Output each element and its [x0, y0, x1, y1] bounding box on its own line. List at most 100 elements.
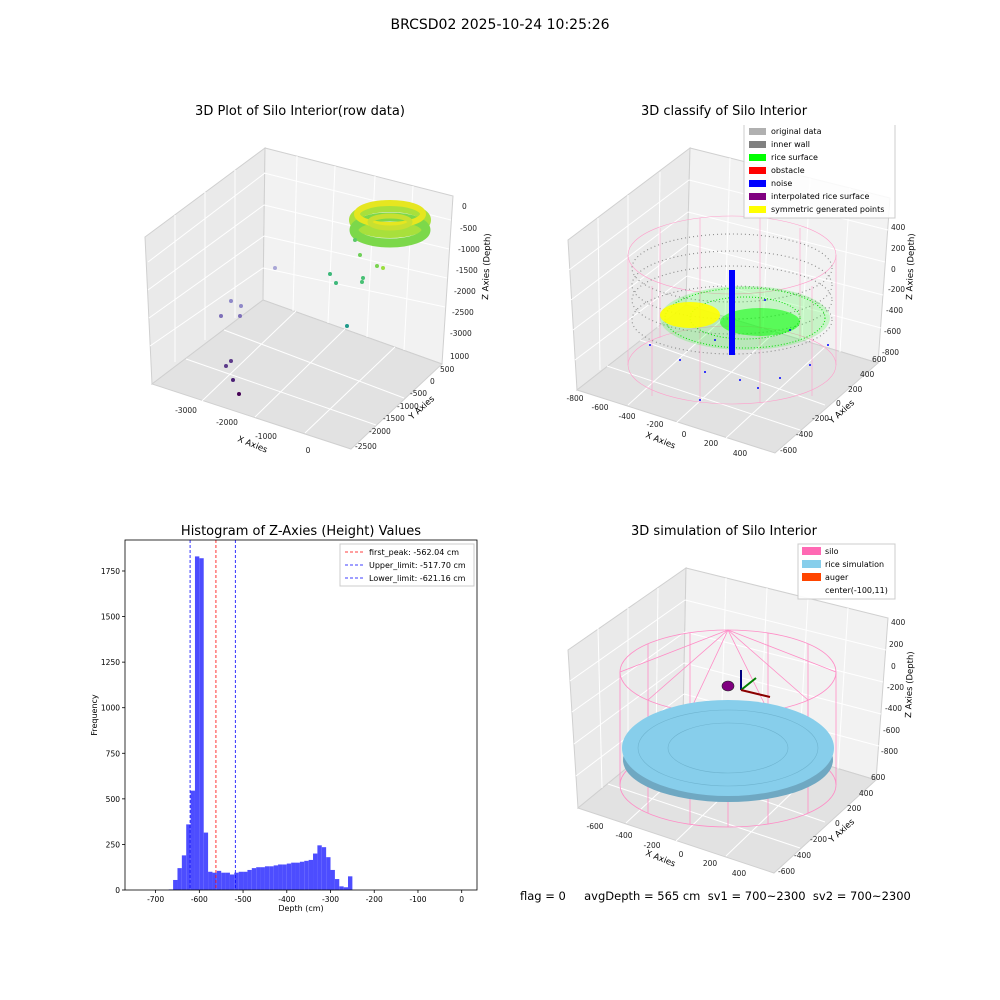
panel1-z-tick: -2000 — [454, 287, 476, 296]
histogram-legend: first_peak: -562.04 cm Upper_limit: -517… — [339, 543, 475, 587]
legend-rice-surface: rice surface — [771, 153, 818, 162]
panel4-x-tick: 200 — [703, 859, 718, 868]
histogram-bar — [190, 790, 195, 890]
panel4-z-label: Z Axies (Depth) — [904, 651, 916, 718]
panel4-y-tick: -200 — [810, 835, 827, 844]
legend-noise: noise — [771, 179, 792, 188]
histogram-y-tick-label: 1250 — [101, 658, 120, 667]
histogram-bar — [256, 867, 261, 890]
histogram-bar — [247, 869, 252, 890]
auger-marker — [721, 680, 735, 692]
panel4-x-tick: 0 — [679, 850, 684, 859]
panel4-z-tick: 400 — [891, 618, 906, 627]
histogram-bar — [260, 867, 265, 890]
histogram-bar — [221, 872, 226, 890]
legend-original-data: original data — [771, 127, 822, 136]
panel2-y-tick: -400 — [796, 430, 813, 439]
panel1-z-tick: -2500 — [452, 308, 474, 317]
noise-points — [649, 270, 829, 401]
histogram-bar — [269, 866, 274, 890]
histogram-bar — [317, 845, 322, 890]
panel4-x-tick: -400 — [615, 831, 632, 840]
panel2-z-tick: 400 — [891, 223, 906, 232]
histogram-bar — [282, 864, 287, 890]
panel2-z-tick: -600 — [884, 327, 901, 336]
legend-rice-simulation: rice simulation — [825, 560, 884, 569]
histogram-bar — [313, 853, 318, 890]
panel1-x-tick: -2000 — [216, 418, 238, 427]
histogram-x-tick-label: -200 — [366, 895, 383, 904]
panel1-x-tick: -3000 — [175, 406, 197, 415]
panel1-x-tick: 0 — [306, 446, 311, 455]
panel4-x-tick: -200 — [643, 841, 660, 850]
histogram-bar — [181, 855, 187, 890]
histogram-bar — [343, 887, 349, 890]
panel2-x-tick: -400 — [618, 412, 635, 421]
legend-upper-limit: Upper_limit: -517.70 cm — [369, 561, 466, 570]
panel1-z-tick: -1000 — [458, 245, 480, 254]
panel1-title: 3D Plot of Silo Interior(row data) — [195, 104, 405, 119]
histogram-bar — [299, 861, 305, 890]
histogram-y-tick-label: 250 — [106, 840, 121, 849]
histogram-bar — [304, 860, 309, 890]
histogram-bar — [186, 824, 191, 890]
panel2-z-tick: 0 — [891, 265, 896, 274]
histogram-bar — [321, 847, 327, 890]
histogram-bar — [334, 879, 340, 890]
legend-lower-limit: Lower_limit: -621.16 cm — [369, 574, 466, 583]
panel4-3d-plot: silo rice simulation auger center(-100,1… — [567, 543, 916, 878]
histogram-bar — [194, 556, 200, 890]
panel4-y-tick: 600 — [871, 773, 886, 782]
histogram-bar — [348, 876, 353, 890]
histogram-x-tick-label: -700 — [147, 895, 164, 904]
histogram-bar — [264, 866, 270, 890]
histogram-bar — [291, 862, 296, 890]
panel4-x-tick: 400 — [732, 869, 747, 878]
histogram-bar — [208, 871, 213, 890]
legend-interpolated-rice-surface: interpolated rice surface — [771, 192, 869, 201]
histogram-bar — [278, 864, 283, 890]
histogram-bar — [308, 859, 314, 890]
panel3-title: Histogram of Z-Axies (Height) Values — [180, 524, 422, 539]
panel2-z-label: Z Axies (Depth) — [905, 233, 917, 300]
histogram-bar — [326, 857, 331, 890]
histogram-y-label: Frequency — [90, 694, 99, 736]
panel4-z-tick: -600 — [883, 726, 900, 735]
histogram-x-tick-label: -500 — [235, 895, 252, 904]
panel2-y-tick: -600 — [780, 446, 797, 455]
panel2-y-tick: 600 — [872, 355, 887, 364]
panel4-y-tick: 400 — [859, 789, 874, 798]
histogram-bar — [273, 865, 279, 890]
histogram-y-tick-label: 1750 — [101, 567, 120, 576]
histogram-bar — [243, 871, 248, 890]
panel4-legend: silo rice simulation auger center(-100,1… — [797, 543, 896, 600]
panel2-y-tick: 200 — [848, 385, 863, 394]
panel2-z-tick: -800 — [882, 348, 899, 357]
panel1-y-tick: 0 — [430, 377, 435, 386]
panel1-z-tick: -500 — [460, 224, 477, 233]
panel1-z-label: Z Axies (Depth) — [481, 233, 493, 300]
panel2-x-tick: 400 — [733, 449, 748, 458]
legend-obstacle: obstacle — [771, 166, 805, 175]
panel4-y-tick: -600 — [778, 867, 795, 876]
legend-silo: silo — [825, 547, 839, 556]
histogram-bar — [212, 872, 217, 890]
legend-center: center(-100,11) — [825, 586, 888, 595]
histogram-bar — [234, 872, 239, 890]
panel4-z-tick: -400 — [885, 704, 902, 713]
legend-auger: auger — [825, 573, 849, 582]
panel2-z-tick: 200 — [891, 244, 906, 253]
outlier-points — [219, 238, 385, 396]
figure-title: BRCSD02 2025-10-24 10:25:26 — [390, 17, 610, 33]
histogram-bar — [229, 874, 235, 890]
panel1-y-tick: 500 — [440, 365, 455, 374]
panel2-y-tick: 400 — [860, 370, 875, 379]
panel1-y-tick: 1000 — [450, 352, 469, 361]
histogram-y-tick-label: 1000 — [101, 704, 120, 713]
histogram-y-tick-label: 1500 — [101, 613, 120, 622]
histogram-bar — [225, 872, 230, 890]
panel4-y-tick: -400 — [794, 851, 811, 860]
panel4-z-tick: 200 — [889, 640, 904, 649]
panel1-z-tick: 0 — [462, 202, 467, 211]
panel1-3d-plot: -3000 -2000 -1000 0 1000 500 0 -500 -100… — [144, 146, 493, 456]
